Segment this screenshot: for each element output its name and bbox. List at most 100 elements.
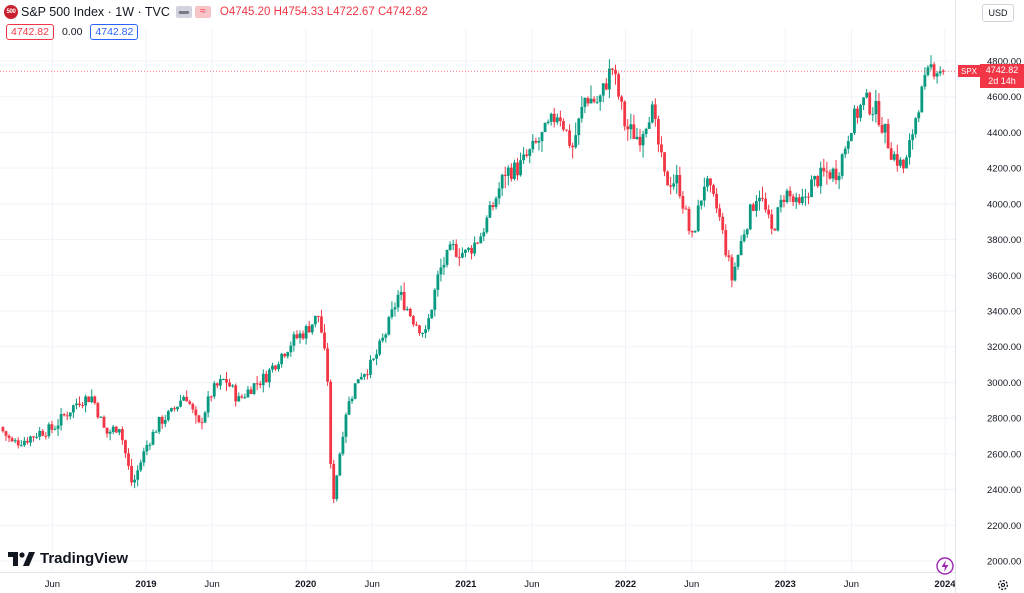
- candle-body: [142, 451, 146, 463]
- y-tick-label: 3200.00: [987, 342, 1021, 353]
- x-tick-label: Jun: [365, 579, 380, 590]
- candle-body: [460, 252, 464, 258]
- candle-body: [13, 440, 17, 442]
- candle-body: [733, 266, 737, 281]
- candle-body: [320, 316, 323, 333]
- candle-body: [800, 196, 804, 204]
- candle-body: [923, 75, 927, 87]
- candle-body: [421, 332, 424, 334]
- x-tick-label: 2020: [295, 579, 316, 590]
- candle-body: [378, 340, 382, 355]
- candle-body: [479, 236, 483, 244]
- candle-body: [598, 95, 602, 102]
- y-tick-label: 2800.00: [987, 414, 1021, 425]
- candle-body: [65, 415, 69, 417]
- candle-body: [415, 324, 418, 326]
- candle-body: [157, 416, 161, 432]
- candle-body: [503, 174, 507, 176]
- y-tick-label: 4000.00: [987, 199, 1021, 210]
- candle-body: [871, 114, 875, 116]
- candle-body: [78, 403, 81, 405]
- candle-body: [859, 105, 862, 118]
- ohlc-values: O4745.20 H4754.33 L4722.67 C4742.82: [219, 6, 428, 18]
- candle-body: [341, 436, 345, 454]
- candle-body: [693, 231, 697, 233]
- candle-body: [451, 244, 455, 246]
- candle-body: [727, 255, 731, 258]
- candle-body: [19, 445, 23, 447]
- candle-body: [206, 396, 210, 413]
- symbol-title[interactable]: S&P 500 Index · 1W · TVC: [21, 5, 170, 19]
- candle-body: [286, 352, 290, 357]
- candle-body: [467, 247, 470, 250]
- candle-body: [635, 136, 639, 139]
- candle-body: [549, 113, 553, 122]
- candle-body: [22, 440, 26, 446]
- candle-body: [47, 424, 51, 437]
- x-tick-label: Jun: [45, 579, 60, 590]
- spread-value: 0.00: [61, 26, 83, 38]
- candle-body: [482, 232, 486, 237]
- candle-body: [356, 379, 360, 384]
- candle-body: [313, 315, 317, 325]
- candle-body: [797, 197, 801, 204]
- candle-body: [424, 329, 428, 333]
- candle-body: [938, 71, 942, 74]
- compare-icon[interactable]: ≈: [194, 6, 211, 18]
- candle-body: [509, 167, 513, 179]
- gear-icon[interactable]: [997, 579, 1009, 591]
- candle-body: [381, 337, 385, 341]
- candle-body: [739, 241, 743, 255]
- candle-body: [617, 74, 620, 97]
- candle-body: [911, 134, 915, 141]
- lightning-bolt-icon[interactable]: [936, 557, 954, 575]
- x-tick-label: 2024: [934, 579, 956, 590]
- eye-toggle-icon[interactable]: ▬: [175, 6, 192, 18]
- candle-body: [90, 396, 94, 403]
- logo-text: TradingView: [40, 550, 129, 567]
- candle-body: [277, 364, 280, 370]
- y-tick-label: 4800.00: [987, 57, 1021, 68]
- candle-body: [506, 167, 510, 176]
- candle-body: [433, 289, 437, 310]
- candle-body: [742, 234, 746, 242]
- symbol-logo-icon: 500: [4, 5, 18, 19]
- candle-body: [810, 179, 813, 198]
- candle-body: [203, 412, 207, 423]
- candle-body: [709, 178, 712, 186]
- candle-body: [611, 68, 614, 70]
- candle-body: [782, 199, 786, 202]
- candle-body: [571, 145, 575, 148]
- candle-body: [38, 430, 42, 437]
- candle-body: [531, 140, 535, 150]
- low-value: 4722.67: [333, 6, 375, 18]
- candle-body: [822, 167, 826, 172]
- candle-body: [154, 431, 158, 433]
- candle-body: [283, 353, 287, 357]
- candle-body: [880, 124, 884, 133]
- bid-value: 4742.82: [6, 24, 54, 40]
- candle-body: [831, 168, 835, 179]
- candle-body: [448, 244, 452, 250]
- chart-legend: 500 S&P 500 Index · 1W · TVC ▬ ≈ O4745.2…: [4, 4, 428, 20]
- candle-body: [93, 396, 97, 404]
- x-tick-label: 2021: [455, 579, 477, 590]
- candle-body: [369, 359, 372, 375]
- tradingview-logo[interactable]: TradingView: [8, 550, 128, 567]
- candle-body: [29, 436, 32, 443]
- candle-body: [372, 358, 375, 360]
- candle-body: [626, 126, 630, 130]
- currency-selector[interactable]: USD: [982, 4, 1014, 22]
- candle-body: [592, 98, 596, 102]
- candle-body: [534, 140, 538, 143]
- y-tick-label: 4200.00: [987, 164, 1021, 175]
- candle-body: [552, 113, 556, 123]
- candle-body: [638, 136, 642, 146]
- y-tick-label: 4400.00: [987, 128, 1021, 139]
- candle-body: [1, 427, 5, 432]
- candle-body: [825, 171, 829, 173]
- candle-body: [10, 438, 14, 442]
- candle-body: [706, 178, 709, 187]
- candle-body: [148, 444, 152, 446]
